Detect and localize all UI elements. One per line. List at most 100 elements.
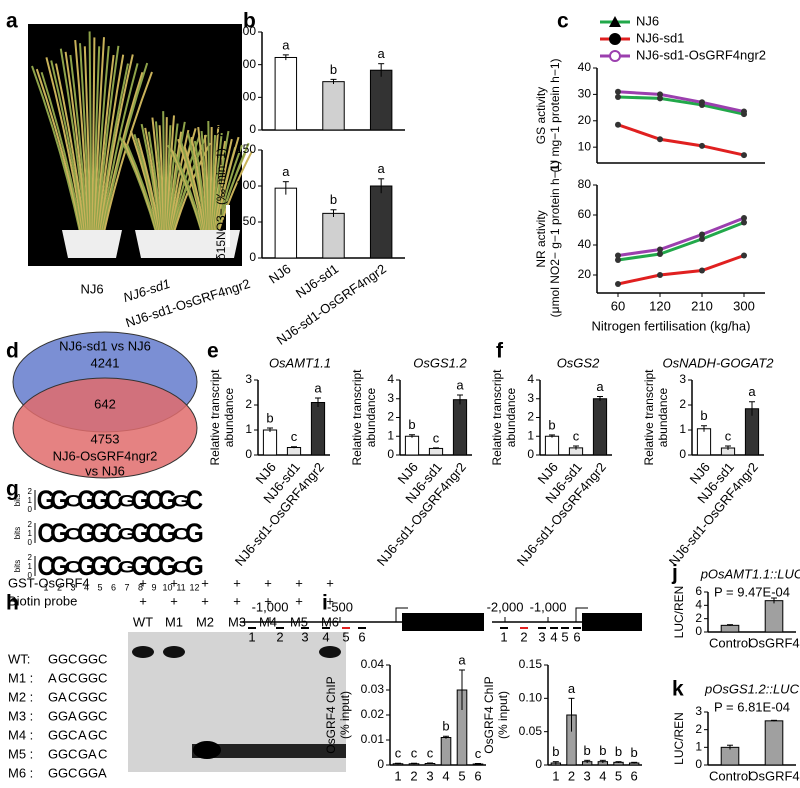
point <box>741 252 747 259</box>
significance-letter: a <box>314 380 322 395</box>
motif-position: 12 <box>189 582 199 592</box>
plant-stem <box>147 131 163 233</box>
probe-base: C <box>68 689 77 704</box>
plant-stem <box>99 54 134 233</box>
site-label: 5 <box>342 629 349 644</box>
y-tick-label: 30 <box>578 87 592 101</box>
plant-stem <box>97 54 125 233</box>
motif-letter: G <box>131 486 150 515</box>
y-tick-label: 100 <box>236 90 256 104</box>
bar <box>440 737 452 766</box>
emsa-plus: + <box>233 575 241 590</box>
significance-letter: b <box>700 408 707 423</box>
point <box>699 267 705 274</box>
y-axis-label: Relative transcript <box>350 369 364 466</box>
point <box>615 252 621 259</box>
probe-base: G <box>58 746 68 761</box>
significance-letter: b <box>584 743 591 758</box>
motif-tick: 0 <box>28 538 33 547</box>
probe-base: A <box>78 727 87 742</box>
point <box>657 91 663 98</box>
emsa-plus: + <box>264 593 272 608</box>
emsa-plus: + <box>201 575 209 590</box>
y-tick-label: 0 <box>535 757 542 771</box>
site-label: 5 <box>561 629 568 644</box>
y-tick-label: 2 <box>695 611 702 625</box>
significance-letter: a <box>456 377 464 392</box>
probe-base: G <box>78 708 88 723</box>
y-tick-label: 0.04 <box>361 657 385 671</box>
probe-base: G <box>58 765 68 780</box>
site-label: 1 <box>500 629 507 644</box>
motif-letter: G <box>37 486 56 515</box>
plant-stem <box>100 63 139 233</box>
plant-stem <box>213 138 233 233</box>
y-tick-label: 100 <box>236 178 256 192</box>
probe-base: G <box>48 746 58 761</box>
chart-title: OsAMT1.1 <box>269 355 331 370</box>
x-tick-label: Control <box>709 768 751 783</box>
point <box>657 246 663 253</box>
plant-stem <box>91 37 96 233</box>
bar <box>274 56 298 131</box>
y-axis-label: abundance <box>504 387 518 447</box>
plant-stem <box>96 45 120 233</box>
venn-label: vs NJ6 <box>85 463 125 478</box>
panel-label: b <box>243 10 256 33</box>
gel-free-probe <box>193 741 221 759</box>
gel-band <box>132 646 154 658</box>
y-tick-label: 40 <box>578 60 592 74</box>
x-tick-label: OsGRF4 <box>748 768 799 783</box>
x-tick-label: 3 <box>584 768 591 783</box>
chart-title: pOsAMT1.1::LUC <box>700 566 800 581</box>
probe-name: M3 : <box>8 708 33 723</box>
point <box>741 152 747 159</box>
probe-base: C <box>98 727 107 742</box>
x-tick-label: 4 <box>599 768 606 783</box>
y-axis-label: Relative transcript <box>642 369 656 466</box>
x-tick-label: NJ6 <box>266 261 294 287</box>
y-tick-label: 0.05 <box>519 724 543 738</box>
bar <box>696 428 712 456</box>
site-label: 2 <box>520 629 527 644</box>
y-tick-label: 0.02 <box>361 707 385 721</box>
emsa-row-label: Biotin probe <box>8 593 77 608</box>
probe-name: M5 : <box>8 746 33 761</box>
emsa-plus: + <box>170 575 178 590</box>
motif-letter: G <box>118 525 137 544</box>
probe-base: C <box>68 727 77 742</box>
motif-letter: G <box>158 519 177 548</box>
bar <box>720 746 740 766</box>
probe-base: C <box>68 651 77 666</box>
plant-stem <box>92 46 101 233</box>
x-tick-label: 60 <box>611 298 625 313</box>
motif-position: 6 <box>111 582 116 592</box>
x-tick-label: 120 <box>649 298 671 313</box>
x-tick-label: 210 <box>691 298 713 313</box>
venn-set2 <box>12 377 198 479</box>
chart-title: OsGS1.2 <box>413 355 467 370</box>
motif-tick: 2 <box>28 520 33 529</box>
significance-letter: b <box>548 417 555 432</box>
motif-letter: C <box>172 525 189 544</box>
site-label: 3 <box>538 629 545 644</box>
y-tick-label: 4 <box>527 372 534 386</box>
site-label: 1 <box>248 629 255 644</box>
motif-letter: C <box>105 552 122 581</box>
bar <box>452 399 468 456</box>
probe-base: A <box>88 746 97 761</box>
motif-letter: G <box>91 552 110 581</box>
bar <box>369 185 393 259</box>
y-axis-label: LUC/REN <box>672 586 686 639</box>
probe-base: C <box>68 765 77 780</box>
motif-letter: G <box>91 519 110 548</box>
legend-label: NJ6-sd1 <box>636 30 684 45</box>
bar <box>764 600 784 633</box>
pot <box>180 230 240 258</box>
legend-marker <box>609 16 621 27</box>
motif-tick: 2 <box>28 487 33 496</box>
motif-letter: G <box>172 492 191 511</box>
motif-tick: 2 <box>28 553 33 562</box>
motif-letter: C <box>64 492 81 511</box>
x-tick-label: 6 <box>474 768 481 783</box>
